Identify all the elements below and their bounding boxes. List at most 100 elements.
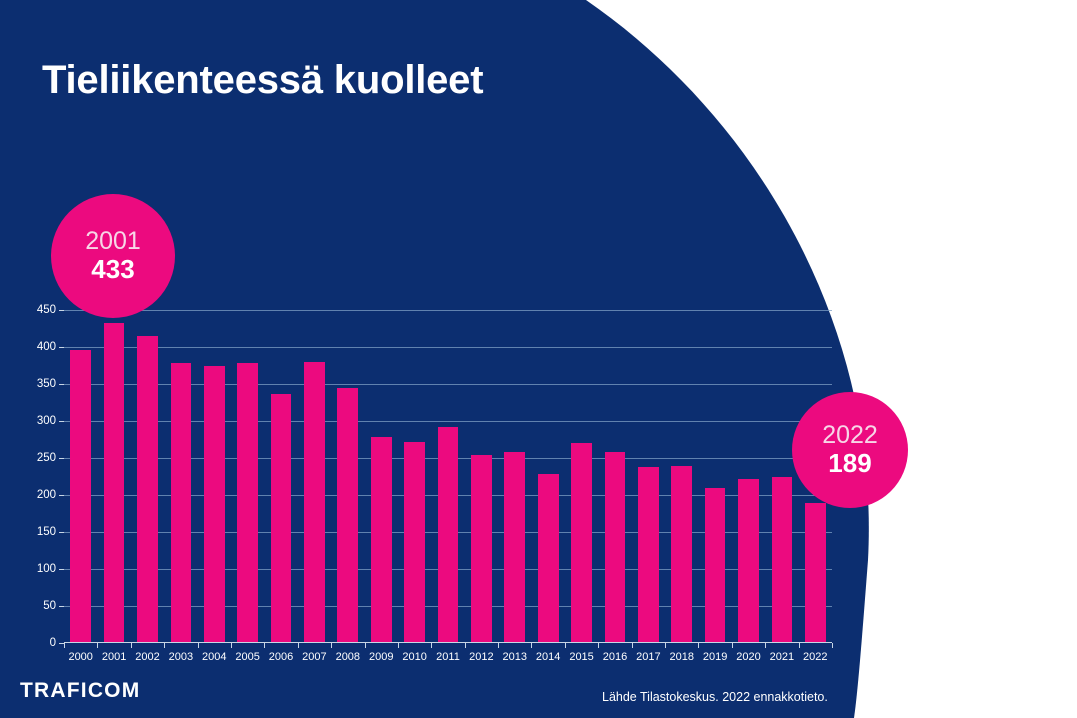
bar-2003[interactable] [170,362,192,643]
bar-2008[interactable] [337,388,359,643]
y-axis-tick-label: 450 [36,304,56,316]
x-axis-tick-label-2010: 2010 [402,651,427,663]
x-axis-tick-label-2004: 2004 [202,651,227,663]
x-axis-tick-label-2015: 2015 [569,651,594,663]
x-axis-tick-mark [564,643,566,648]
bar-2005[interactable] [237,362,258,643]
bar-2022[interactable] [804,503,826,643]
bar-2013[interactable] [504,452,526,643]
callout-bubble-2001: 2001 433 [51,194,175,318]
y-axis-tick-mark [59,643,64,644]
bar-2000[interactable] [70,349,92,643]
x-axis-tick-mark [64,643,65,648]
gridline [64,310,832,311]
bar-2019[interactable] [704,488,726,643]
x-axis-tick-mark [731,643,733,648]
source-note: Lähde Tilastokeskus. 2022 ennakkotieto. [602,690,828,704]
x-axis-tick-label-2007: 2007 [302,651,327,663]
bar-2016[interactable] [604,452,626,643]
callout-year: 2022 [822,421,878,450]
y-axis-tick-label: 50 [43,600,56,612]
bar-2001[interactable] [103,322,125,643]
x-axis-tick-label-2012: 2012 [469,651,494,663]
x-axis-tick-mark [397,643,399,648]
callout-value: 189 [828,448,872,479]
x-axis-tick-label-2011: 2011 [436,651,460,663]
bar-2018[interactable] [671,466,693,643]
x-axis-tick-label-2020: 2020 [736,651,761,663]
x-axis-tick-label-2005: 2005 [235,651,260,663]
y-axis-tick-mark [59,532,64,533]
bar-2020[interactable] [738,478,759,643]
plot-area [64,310,832,643]
x-axis-tick-label-2021: 2021 [769,651,795,663]
y-axis-tick-label: 100 [36,563,56,575]
x-axis-tick-label-2006: 2006 [268,651,294,663]
y-axis-tick-mark [59,569,64,570]
x-axis-tick-mark [531,643,533,648]
x-axis-tick-mark [297,643,299,648]
x-axis-tick-label-2001: 2001 [101,651,127,663]
x-axis-tick-mark [130,643,132,648]
x-axis-tick-mark [331,643,333,648]
x-axis-tick-mark [164,643,166,648]
x-axis-tick-label-2018: 2018 [669,651,694,663]
bar-2010[interactable] [404,441,425,643]
bar-2007[interactable] [304,361,325,643]
bar-2012[interactable] [471,455,492,643]
x-axis-tick-mark [832,643,833,648]
x-axis-tick-mark [431,643,433,648]
bar-2009[interactable] [370,436,392,643]
bars-group [64,310,832,643]
x-axis-tick-label-2008: 2008 [335,651,361,663]
y-axis-tick-label: 400 [36,341,56,353]
x-axis-tick-label-2000: 2000 [68,651,93,663]
bar-2015[interactable] [571,443,592,643]
x-axis-line [64,642,832,643]
gridline [64,347,832,348]
y-axis-tick-label: 300 [36,415,56,427]
bar-2002[interactable] [137,335,158,643]
x-axis-tick-mark [665,643,667,648]
y-axis-tick-mark [59,495,64,496]
y-axis-tick-label: 0 [49,637,56,649]
y-axis-tick-mark [59,421,64,422]
x-axis-tick-label-2017: 2017 [636,651,661,663]
callout-year: 2001 [85,227,141,256]
bar-2004[interactable] [203,365,225,643]
x-axis-tick-label-2019: 2019 [702,651,728,663]
y-axis-tick-mark [59,347,64,348]
x-axis-tick-mark [631,643,633,648]
x-axis-tick-label-2013: 2013 [502,651,528,663]
bar-2017[interactable] [637,466,659,643]
y-axis-tick-mark [59,606,64,607]
x-axis-tick-mark [97,643,99,648]
y-axis-tick-mark [59,384,64,385]
x-axis-tick-mark [197,643,199,648]
y-axis-tick-label: 350 [36,378,56,390]
x-axis-tick-label-2002: 2002 [135,651,160,663]
bar-2021[interactable] [771,476,793,643]
x-axis-tick-mark [698,643,700,648]
page-title: Tieliikenteessä kuolleet [42,58,484,102]
x-axis-tick-label-2003: 2003 [168,651,194,663]
x-axis-tick-mark [765,643,767,648]
y-axis-tick-mark [59,458,64,459]
x-axis-tick-mark [264,643,266,648]
x-axis-tick-mark [364,643,366,648]
callout-value: 433 [91,254,135,285]
x-axis-tick-label-2009: 2009 [368,651,394,663]
x-axis-tick-mark [464,643,466,648]
x-axis-tick-label-2022: 2022 [803,651,828,663]
gridline [64,421,832,422]
bar-2006[interactable] [270,394,292,643]
y-axis-tick-label: 150 [36,526,56,538]
x-axis-tick-mark [598,643,600,648]
bar-2011[interactable] [437,426,459,643]
x-axis-tick-mark [230,643,232,648]
y-axis-tick-mark [59,310,64,311]
bar-2014[interactable] [537,473,559,643]
x-axis-tick-label-2014: 2014 [535,651,561,663]
